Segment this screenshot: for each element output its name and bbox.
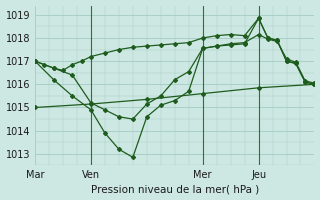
X-axis label: Pression niveau de la mer( hPa ): Pression niveau de la mer( hPa ): [91, 184, 259, 194]
